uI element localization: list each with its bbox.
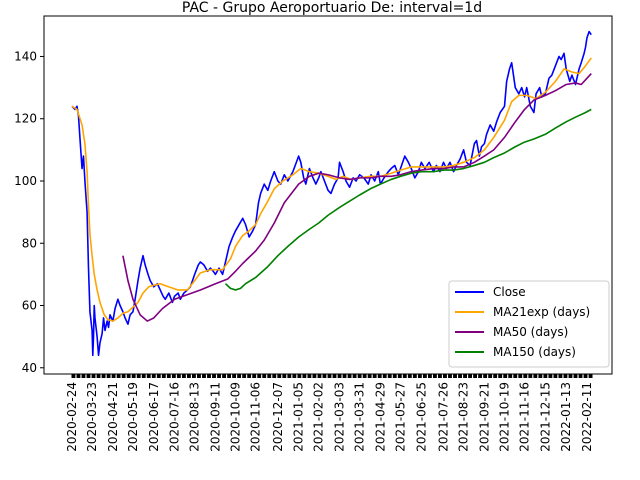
legend-items: Close MA21exp (days) MA50 (days) MA150 (day…: [455, 285, 590, 359]
x-tick-label: 2020-10-09: [229, 382, 243, 452]
x-tick-label: 2020-05-19: [126, 382, 140, 452]
y-tick-label: 100: [14, 174, 37, 188]
x-tick-label: 2021-01-05: [292, 382, 306, 452]
x-tick-label: 2021-05-27: [393, 382, 407, 452]
x-tick-label: 2022-01-13: [559, 382, 573, 452]
x-tick-label: 2021-11-16: [518, 382, 532, 452]
x-tick-label: 2021-03-31: [353, 382, 367, 452]
x-tick-label: 2020-11-06: [249, 382, 263, 452]
legend: Close MA21exp (days) MA50 (days) MA150 (day…: [448, 280, 610, 368]
x-tick-label: 2021-12-15: [538, 382, 552, 452]
x-axis: 2020-02-24 2020-03-23 2020-04-21 2020-05-19…: [65, 374, 594, 452]
x-tick-label: 2022-02-11: [580, 382, 594, 452]
legend-box: [448, 280, 610, 368]
x-tick-label: 2020-09-11: [208, 382, 222, 452]
x-tick-label: 2021-07-26: [437, 382, 451, 452]
x-tick-label: 2020-03-23: [85, 382, 99, 452]
x-tick-label: 2020-04-21: [106, 382, 120, 452]
x-tick-label: 2021-04-29: [373, 382, 387, 452]
x-tick-label: 2021-10-19: [497, 382, 511, 452]
x-tick-label: 2020-02-24: [65, 382, 79, 452]
series-line-2: [122, 73, 592, 322]
x-tick-label: 2020-12-07: [271, 382, 285, 452]
series-line-0: [71, 30, 592, 357]
series-line-1: [71, 57, 592, 322]
x-tick-label: 2021-08-23: [457, 382, 471, 452]
y-tick-label: 40: [22, 361, 37, 375]
x-tick-label: 2021-06-25: [414, 382, 428, 452]
x-tick-label: 2020-07-16: [168, 382, 182, 452]
y-tick-label: 120: [14, 112, 37, 126]
x-tick-label: 2021-09-21: [477, 382, 491, 452]
y-tick-label: 140: [14, 49, 37, 63]
series-layer: [71, 30, 592, 357]
y-tick-label: 60: [22, 299, 37, 313]
legend-label-0: Close: [493, 285, 526, 299]
series-line-3: [224, 108, 592, 291]
legend-label-2: MA50 (days): [493, 325, 568, 339]
chart-title: PAC - Grupo Aeroportuario De: interval=1…: [182, 0, 482, 16]
x-tick-label: 2021-02-02: [312, 382, 326, 452]
legend-label-1: MA21exp (days): [493, 305, 590, 319]
x-tick-label: 2020-08-13: [188, 382, 202, 452]
y-axis: 40 60 80 100 120 140: [14, 49, 44, 375]
legend-label-3: MA150 (days): [493, 345, 576, 359]
y-tick-label: 80: [22, 236, 37, 250]
x-tick-label: 2021-03-03: [333, 382, 347, 452]
x-tick-label: 2020-06-17: [147, 382, 161, 452]
